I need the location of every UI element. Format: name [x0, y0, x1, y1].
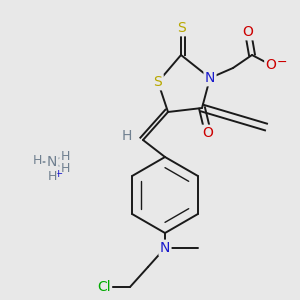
Text: S: S: [177, 21, 185, 35]
Text: N: N: [47, 155, 57, 169]
Text: H: H: [47, 169, 57, 182]
Text: O: O: [266, 58, 276, 72]
Text: N: N: [205, 71, 215, 85]
Text: N: N: [160, 241, 170, 255]
Text: O: O: [243, 25, 254, 39]
Text: Cl: Cl: [97, 280, 111, 294]
Text: +: +: [53, 169, 63, 179]
Text: S: S: [154, 75, 162, 89]
Text: H: H: [60, 149, 70, 163]
Text: O: O: [202, 126, 213, 140]
Text: H: H: [122, 129, 132, 143]
Text: H: H: [32, 154, 42, 166]
Text: −: −: [277, 56, 287, 68]
Text: H: H: [60, 161, 70, 175]
